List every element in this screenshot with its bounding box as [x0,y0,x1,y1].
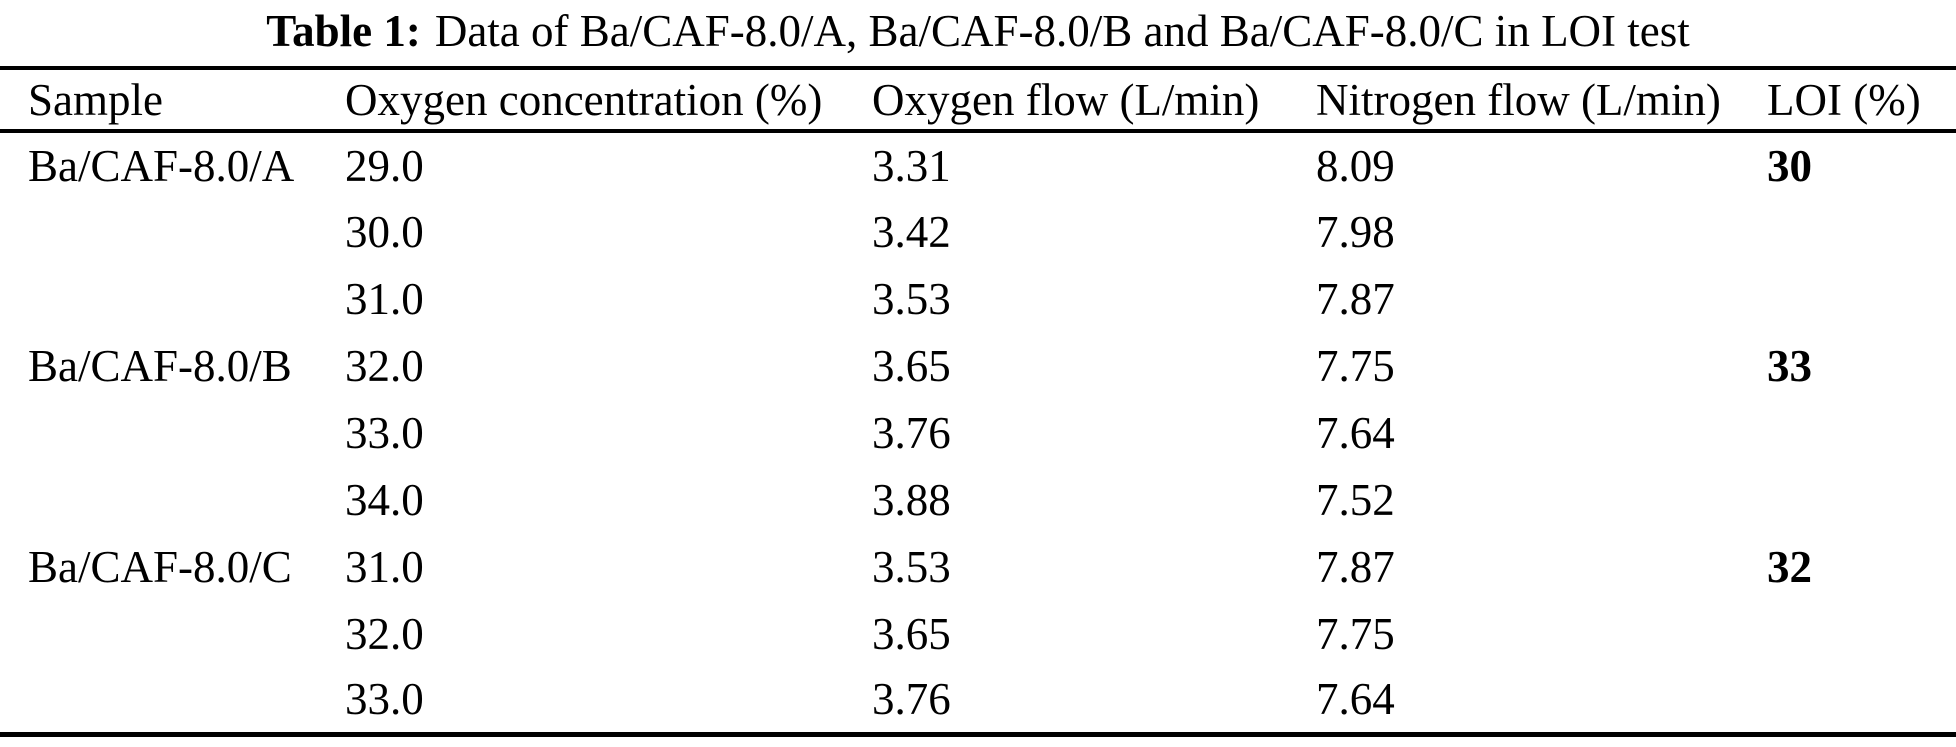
cell-nitrogen-flow: 7.75 [1316,608,1395,659]
cell-oxygen-flow: 3.88 [872,474,951,525]
cell-loi [1767,198,1956,265]
cell-oxygen-concentration: 32.0 [345,608,424,659]
table-caption: Table 1: Data of Ba/CAF-8.0/A, Ba/CAF-8.0… [0,2,1956,60]
cell-oxygen-flow: 3.53 [872,541,951,592]
cell-loi [1767,265,1956,332]
cell-nitrogen-flow: 7.75 [1316,340,1395,391]
cell-oxygen-concentration: 31.0 [345,541,424,592]
cell-nitrogen-flow: 7.87 [1316,541,1395,592]
table-row: 34.0 3.88 7.52 [0,466,1956,533]
table-header-row: Sample Oxygen concentration (%) Oxygen f… [0,68,1956,131]
cell-oxygen-concentration: 33.0 [345,674,424,725]
table-row: 32.0 3.65 7.75 [0,600,1956,667]
cell-loi [1767,466,1956,533]
column-header-oxygen-flow: Oxygen flow (L/min) [872,74,1260,125]
table-row: Ba/CAF-8.0/B 32.0 3.65 7.75 33 [0,332,1956,399]
cell-oxygen-flow: 3.65 [872,608,951,659]
cell-oxygen-flow: 3.31 [872,140,951,191]
cell-loi: 33 [1767,340,1812,391]
cell-oxygen-concentration: 32.0 [345,340,424,391]
column-header-loi: LOI (%) [1767,74,1921,125]
table-row: Ba/CAF-8.0/C 31.0 3.53 7.87 32 [0,533,1956,600]
cell-sample [0,600,345,667]
cell-oxygen-flow: 3.42 [872,206,951,257]
cell-nitrogen-flow: 7.64 [1316,407,1395,458]
table-row: Ba/CAF-8.0/A 29.0 3.31 8.09 30 [0,131,1956,198]
cell-nitrogen-flow: 7.52 [1316,474,1395,525]
table-row: 33.0 3.76 7.64 [0,399,1956,466]
cell-loi [1767,667,1956,734]
cell-sample: Ba/CAF-8.0/B [28,340,292,391]
cell-nitrogen-flow: 7.98 [1316,206,1395,257]
cell-oxygen-flow: 3.65 [872,340,951,391]
cell-nitrogen-flow: 8.09 [1316,140,1395,191]
table-caption-text: Data of Ba/CAF-8.0/A, Ba/CAF-8.0/B and B… [434,6,1690,56]
cell-oxygen-concentration: 30.0 [345,206,424,257]
cell-oxygen-concentration: 34.0 [345,474,424,525]
cell-oxygen-flow: 3.76 [872,674,951,725]
cell-loi: 32 [1767,541,1812,592]
cell-oxygen-concentration: 29.0 [345,140,424,191]
cell-sample: Ba/CAF-8.0/A [28,140,295,191]
cell-oxygen-concentration: 33.0 [345,407,424,458]
cell-sample [0,667,345,734]
cell-nitrogen-flow: 7.64 [1316,674,1395,725]
loi-data-table: Sample Oxygen concentration (%) Oxygen f… [0,66,1956,737]
cell-oxygen-concentration: 31.0 [345,273,424,324]
cell-nitrogen-flow: 7.87 [1316,273,1395,324]
cell-oxygen-flow: 3.76 [872,407,951,458]
cell-sample [0,198,345,265]
cell-sample [0,466,345,533]
cell-sample [0,265,345,332]
table-row: 33.0 3.76 7.64 [0,667,1956,734]
cell-sample [0,399,345,466]
cell-sample: Ba/CAF-8.0/C [28,541,292,592]
cell-loi [1767,600,1956,667]
column-header-oxygen-concentration: Oxygen concentration (%) [345,74,823,125]
table-caption-label: Table 1: [266,6,421,56]
cell-loi [1767,399,1956,466]
column-header-sample: Sample [28,74,163,125]
cell-oxygen-flow: 3.53 [872,273,951,324]
cell-loi: 30 [1767,140,1812,191]
table-row: 31.0 3.53 7.87 [0,265,1956,332]
table-row: 30.0 3.42 7.98 [0,198,1956,265]
column-header-nitrogen-flow: Nitrogen flow (L/min) [1316,74,1721,125]
